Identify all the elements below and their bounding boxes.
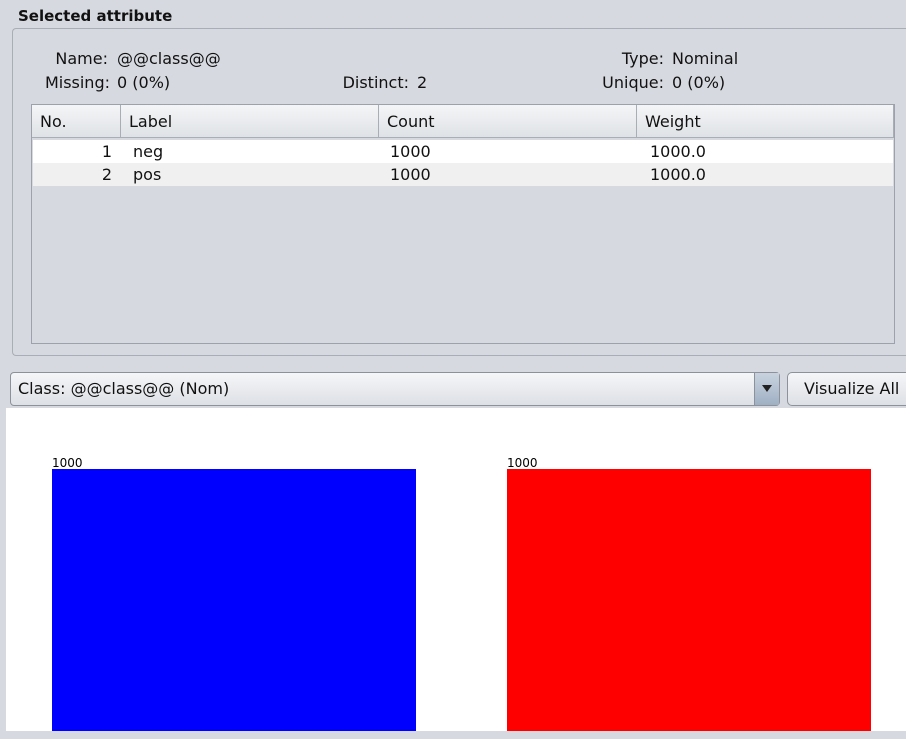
cell: 1000 <box>390 142 431 161</box>
value: 0 (0%) <box>117 73 171 92</box>
table-row[interactable]: 1 neg 1000 1000.0 <box>33 140 893 163</box>
bar <box>52 469 416 731</box>
column-header[interactable]: No. <box>32 105 121 138</box>
value: @@class@@ <box>117 49 221 68</box>
column-header[interactable]: Label <box>121 105 379 138</box>
cell: pos <box>133 165 162 184</box>
label: Type: <box>621 49 664 68</box>
label: Name: <box>55 49 108 68</box>
class-selector[interactable]: Class: @@class@@ (Nom) <box>10 372 780 406</box>
cell: 1 <box>101 142 112 161</box>
histogram: 1000 1000 <box>6 408 906 731</box>
dropdown-arrow[interactable] <box>754 373 779 405</box>
bar <box>507 469 871 731</box>
label: Distinct: <box>342 73 409 92</box>
cell: 1000.0 <box>650 142 706 161</box>
panel-title: Selected attribute <box>18 7 173 25</box>
table-row[interactable]: 2 pos 1000 1000.0 <box>33 163 893 186</box>
value: 0 (0%) <box>672 73 726 92</box>
cell: neg <box>133 142 164 161</box>
label: Unique: <box>602 73 664 92</box>
visualize-button[interactable]: Visualize All <box>787 372 906 406</box>
selector-text: Class: @@class@@ (Nom) <box>18 379 230 398</box>
arrow-icon <box>762 385 772 392</box>
column-header[interactable]: Count <box>379 105 637 138</box>
bar-label: 1000 <box>52 456 83 470</box>
value: Nominal <box>672 49 739 68</box>
column-header[interactable]: Weight <box>637 105 894 138</box>
bar-label: 1000 <box>507 456 538 470</box>
cell: 1000 <box>390 165 431 184</box>
label: Missing: <box>44 73 110 92</box>
cell: 1000.0 <box>650 165 706 184</box>
value: 2 <box>417 73 428 92</box>
panel-border <box>12 28 906 356</box>
cell: 2 <box>101 165 112 184</box>
table: No. Label Count Weight 1 neg 1000 1000.0… <box>31 104 895 344</box>
